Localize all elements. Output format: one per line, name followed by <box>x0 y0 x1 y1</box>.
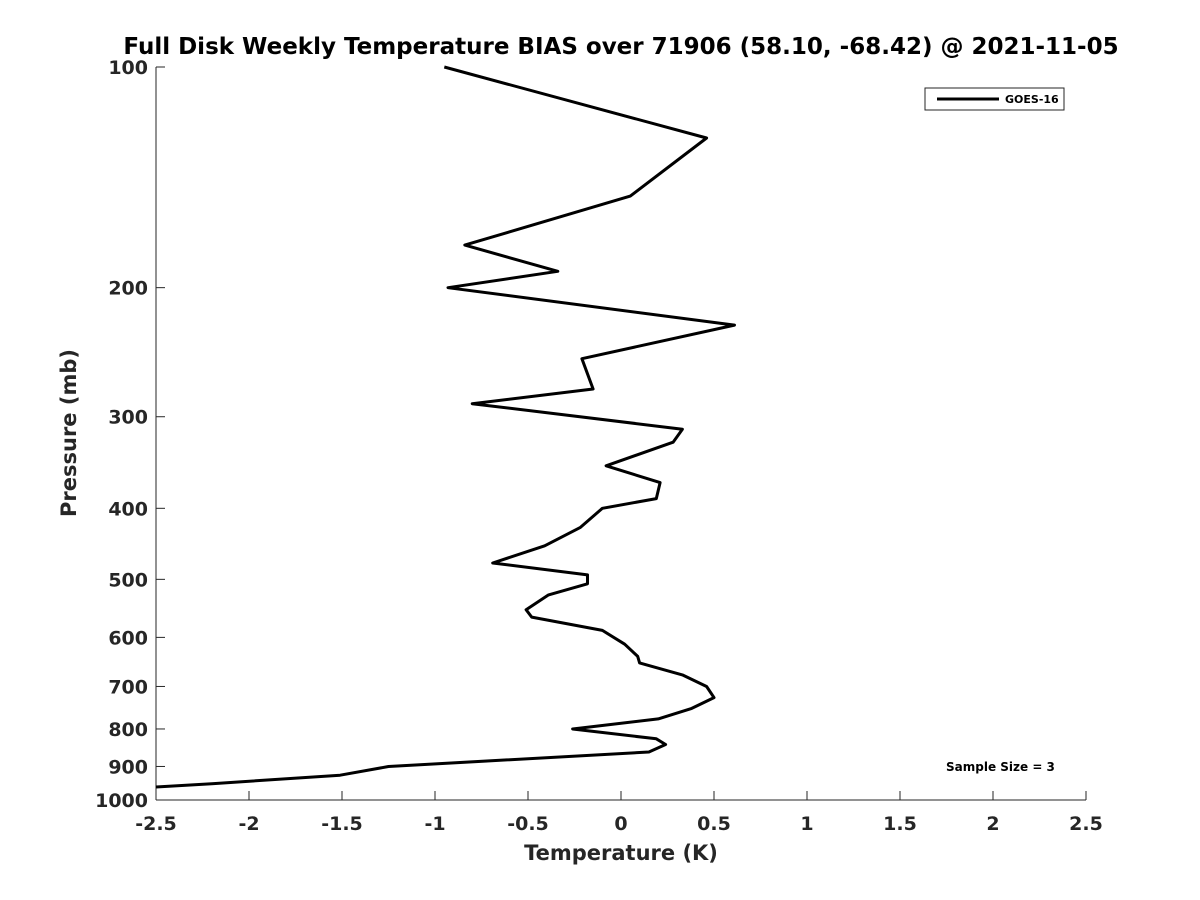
y-tick-label: 600 <box>108 627 148 649</box>
x-tick-label: -1 <box>424 813 445 835</box>
x-tick-label: 2.5 <box>1069 813 1103 835</box>
plot-area <box>156 67 1086 800</box>
x-tick-label: 0.5 <box>697 813 731 835</box>
x-tick-label: 1.5 <box>883 813 917 835</box>
y-tick-label: 800 <box>108 719 148 741</box>
y-tick-label: 400 <box>108 498 148 520</box>
x-tick-label: -1.5 <box>321 813 363 835</box>
y-tick-label: 1000 <box>95 790 148 812</box>
y-tick-label: 900 <box>108 756 148 778</box>
series-layer <box>155 65 736 789</box>
series-line-goes-16 <box>155 65 736 789</box>
y-axis-label: Pressure (mb) <box>57 349 81 517</box>
x-axis-label: Temperature (K) <box>524 841 718 865</box>
x-tick-label: -0.5 <box>507 813 549 835</box>
y-tick-label: 500 <box>108 569 148 591</box>
sample-size-annotation: Sample Size = 3 <box>946 760 1055 774</box>
y-tick-label: 300 <box>108 407 148 429</box>
y-axis-ticks: 100 200 300 400 500 600 700 800 900 1000 <box>95 57 165 812</box>
chart-title: Full Disk Weekly Temperature BIAS over 7… <box>123 34 1118 60</box>
x-tick-label: 0 <box>614 813 627 835</box>
y-tick-label: 700 <box>108 676 148 698</box>
x-axis-ticks: -2.5 -2 -1.5 -1 -0.5 0 0.5 1 1.5 2 2.5 <box>135 791 1103 835</box>
legend-label-goes16: GOES-16 <box>1005 93 1059 106</box>
y-tick-label: 200 <box>108 278 148 300</box>
x-tick-label: -2.5 <box>135 813 177 835</box>
y-tick-label: 100 <box>108 57 148 79</box>
x-tick-label: 1 <box>800 813 813 835</box>
x-tick-label: -2 <box>238 813 259 835</box>
legend: GOES-16 <box>924 87 1065 111</box>
x-tick-label: 2 <box>986 813 999 835</box>
